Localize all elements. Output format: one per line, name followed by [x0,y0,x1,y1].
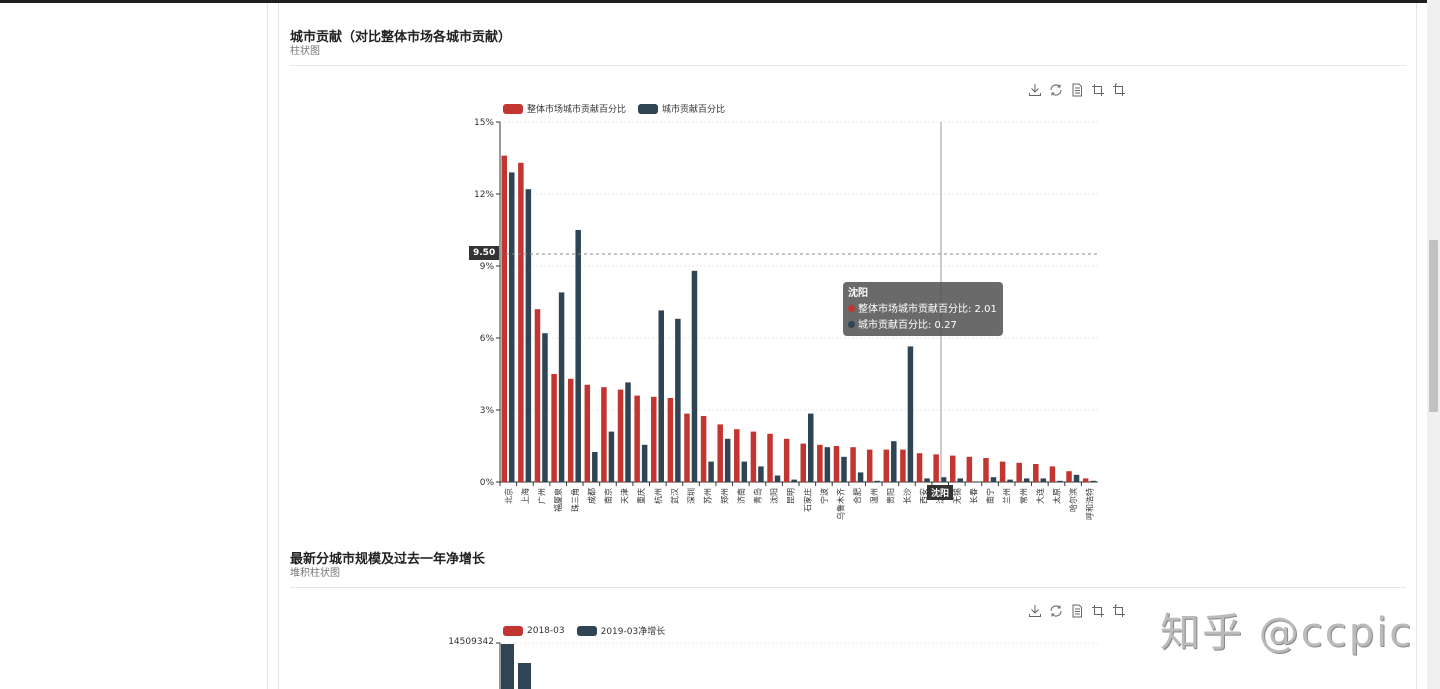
svg-text:3%: 3% [480,406,495,416]
scrollbar-thumb[interactable] [1429,240,1438,412]
svg-text:贵阳: 贵阳 [885,488,895,504]
refresh-icon[interactable] [1049,82,1063,96]
watermark: 知乎 @ccpic [1160,610,1414,656]
svg-text:上海: 上海 [520,488,530,504]
svg-text:长沙: 长沙 [902,488,912,504]
svg-text:长春: 长春 [968,488,978,504]
svg-text:郑州: 郑州 [719,488,729,504]
chart2-legend: 2018-03 2019-03净增长 [503,624,671,637]
svg-text:武汉: 武汉 [669,488,679,504]
svg-text:0%: 0% [480,478,495,488]
svg-text:兰州: 兰州 [1002,488,1012,504]
divider [290,65,1406,66]
svg-text:重庆: 重庆 [636,488,646,504]
sidebar-divider [267,3,268,689]
markline-label: 9.50 [469,246,500,260]
svg-text:哈尔滨: 哈尔滨 [1068,488,1078,512]
chart1-subtitle: 柱状图 [290,46,320,57]
download-icon[interactable] [1028,603,1042,617]
zoom-icon[interactable] [1091,603,1105,617]
svg-text:太原: 太原 [1051,488,1061,504]
svg-text:广州: 广州 [537,488,547,504]
svg-text:温州: 温州 [870,488,879,504]
svg-text:6%: 6% [480,334,495,344]
svg-text:15%: 15% [474,118,494,128]
content-border-left [278,3,279,689]
svg-text:合肥: 合肥 [852,488,862,504]
data-view-icon[interactable] [1070,82,1084,97]
svg-text:西安: 西安 [919,488,929,504]
chart1-plot[interactable]: 0% 3% 6% 9% 12% 15% 北京 上海 广州 福厦泉 珠三角 成都 南京 天津 重庆 杭州 武汉 深圳… [0,0,1440,540]
refresh-icon[interactable] [1049,603,1063,617]
svg-text:济南: 济南 [736,488,746,504]
chart2-title: 最新分城市规模及过去一年净增长 [290,552,486,567]
svg-text:天津: 天津 [620,488,630,504]
svg-text:珠三角: 珠三角 [570,488,580,512]
svg-text:宁波: 宁波 [819,488,829,504]
svg-text:苏州: 苏州 [703,488,713,504]
svg-text:青岛: 青岛 [752,488,762,504]
svg-text:9%: 9% [480,262,495,272]
chart2-plot[interactable] [0,600,1440,689]
svg-text:呼和浩特: 呼和浩特 [1085,488,1095,520]
download-icon[interactable] [1028,82,1042,96]
divider [290,587,1406,588]
svg-text:无锡: 无锡 [953,488,962,504]
content-border-right [1416,3,1417,689]
svg-text:深圳: 深圳 [686,488,696,504]
legend-item-city[interactable]: 城市贡献百分比 [638,102,725,115]
data-view-icon[interactable] [1070,603,1084,618]
chart2-toolbox [1028,603,1126,618]
svg-text:12%: 12% [474,190,494,200]
window-top-bar [0,0,1428,3]
svg-text:乌鲁木齐: 乌鲁木齐 [836,488,846,520]
svg-text:常州: 常州 [1019,488,1028,504]
svg-text:杭州: 杭州 [653,488,663,504]
svg-text:成都: 成都 [586,488,596,504]
chart2-y-top-label: 14509342 [448,637,494,647]
chart1-legend: 整体市场城市贡献百分比 城市贡献百分比 [503,102,731,115]
svg-text:昆明: 昆明 [787,488,796,504]
svg-text:大连: 大连 [1035,488,1045,504]
chart2-subtitle: 堆积柱状图 [290,568,340,579]
zoom-reset-icon[interactable] [1112,603,1126,617]
chart-tooltip: 沈阳 整体市场城市贡献百分比: 2.01 城市贡献百分比: 0.27 [843,282,1003,336]
legend-item-overall[interactable]: 整体市场城市贡献百分比 [503,102,626,115]
svg-text:沈阳: 沈阳 [769,488,779,504]
svg-text:石家庄: 石家庄 [802,488,812,512]
legend-item-2019-growth[interactable]: 2019-03净增长 [576,624,665,637]
svg-text:南宁: 南宁 [985,488,995,504]
svg-text:南京: 南京 [603,488,613,504]
axis-pointer-label: 沈阳 [927,485,954,500]
zoom-reset-icon[interactable] [1112,82,1126,96]
legend-item-2018[interactable]: 2018-03 [503,625,565,636]
chart1-title: 城市贡献（对比整体市场各城市贡献） [290,30,512,45]
svg-text:福厦泉: 福厦泉 [553,488,563,512]
zoom-icon[interactable] [1091,82,1105,96]
svg-text:北京: 北京 [503,488,513,504]
chart1-toolbox [1028,82,1126,97]
